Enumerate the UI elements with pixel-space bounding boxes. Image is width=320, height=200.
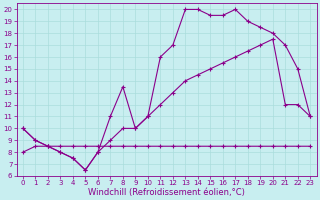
X-axis label: Windchill (Refroidissement éolien,°C): Windchill (Refroidissement éolien,°C)	[88, 188, 245, 197]
